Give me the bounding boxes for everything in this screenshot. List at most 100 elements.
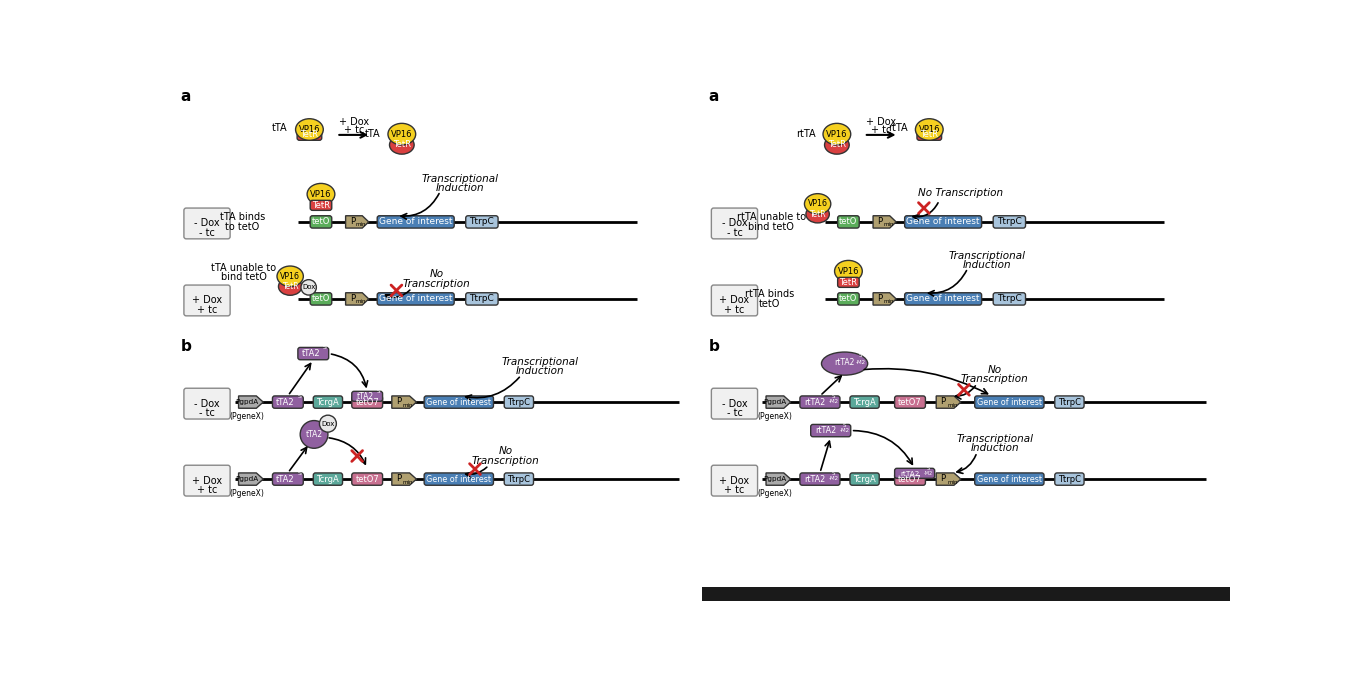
FancyBboxPatch shape — [466, 293, 499, 305]
Text: rtTA2: rtTA2 — [815, 426, 837, 435]
Text: tTA2: tTA2 — [301, 349, 321, 358]
Text: min: min — [884, 300, 893, 304]
Text: min: min — [947, 480, 958, 485]
Text: TtrpC: TtrpC — [997, 294, 1022, 303]
FancyBboxPatch shape — [1055, 396, 1084, 408]
FancyBboxPatch shape — [184, 388, 230, 419]
Text: No Transcription: No Transcription — [918, 188, 1003, 198]
Text: P: P — [349, 294, 355, 302]
Text: + Dox: + Dox — [719, 296, 749, 306]
Ellipse shape — [307, 184, 334, 205]
FancyBboxPatch shape — [297, 348, 329, 360]
Text: rtTA: rtTA — [888, 123, 908, 133]
Ellipse shape — [825, 136, 849, 154]
FancyBboxPatch shape — [273, 473, 303, 485]
FancyBboxPatch shape — [711, 208, 758, 239]
Text: VP16: VP16 — [390, 130, 412, 138]
FancyBboxPatch shape — [352, 473, 382, 485]
Text: Transcriptional: Transcriptional — [956, 434, 1033, 444]
Text: rtTA: rtTA — [796, 129, 815, 139]
FancyBboxPatch shape — [425, 473, 493, 485]
Ellipse shape — [915, 119, 943, 140]
Text: a: a — [708, 88, 719, 104]
Text: + tc: + tc — [197, 485, 218, 495]
Text: TetR: TetR — [300, 130, 318, 140]
FancyBboxPatch shape — [837, 216, 859, 228]
Text: a: a — [181, 88, 192, 104]
Text: P: P — [941, 397, 945, 406]
Text: PgpdA: PgpdA — [236, 476, 259, 482]
Text: P: P — [396, 474, 401, 483]
FancyBboxPatch shape — [184, 465, 230, 496]
Text: Transcriptional: Transcriptional — [421, 173, 499, 184]
Text: tetO: tetO — [759, 298, 781, 308]
Text: Gene of interest: Gene of interest — [907, 217, 980, 226]
Text: TtrpC: TtrpC — [470, 294, 495, 303]
FancyBboxPatch shape — [811, 425, 851, 437]
Text: tetO: tetO — [312, 217, 330, 226]
Text: S: S — [377, 389, 381, 394]
Polygon shape — [345, 293, 369, 305]
Text: rtTA binds: rtTA binds — [745, 290, 795, 299]
Text: S: S — [323, 345, 327, 350]
Text: TetR: TetR — [312, 201, 330, 210]
Text: TcrgA: TcrgA — [854, 398, 875, 406]
Text: Gene of interest: Gene of interest — [977, 475, 1041, 483]
FancyBboxPatch shape — [297, 130, 322, 140]
Ellipse shape — [822, 352, 867, 375]
Text: Dox: Dox — [321, 421, 334, 427]
Text: S: S — [927, 466, 930, 470]
Text: tTA2: tTA2 — [277, 475, 295, 483]
Text: S: S — [859, 354, 863, 358]
Text: Gene of interest: Gene of interest — [907, 294, 980, 303]
Text: + tc: + tc — [725, 485, 745, 495]
FancyBboxPatch shape — [974, 396, 1044, 408]
FancyBboxPatch shape — [974, 473, 1044, 485]
FancyBboxPatch shape — [273, 396, 303, 408]
Text: S: S — [297, 471, 301, 476]
Text: - Dox: - Dox — [195, 399, 219, 408]
Text: to tetO: to tetO — [225, 221, 259, 232]
Polygon shape — [936, 473, 960, 485]
Text: PgpdA: PgpdA — [763, 399, 786, 405]
Text: Dox: Dox — [301, 284, 315, 290]
Text: Induction: Induction — [963, 260, 1011, 270]
Text: - tc: - tc — [199, 227, 215, 238]
Text: S: S — [322, 424, 325, 429]
Ellipse shape — [804, 194, 830, 214]
Text: tTA: tTA — [364, 129, 381, 139]
Text: tTA unable to: tTA unable to — [211, 263, 277, 273]
Text: Transcription: Transcription — [960, 374, 1029, 384]
FancyBboxPatch shape — [711, 388, 758, 419]
Text: -M2: -M2 — [856, 360, 866, 365]
FancyBboxPatch shape — [895, 473, 925, 485]
Text: tetO: tetO — [840, 217, 858, 226]
Text: Gene of interest: Gene of interest — [426, 475, 492, 483]
FancyBboxPatch shape — [377, 293, 455, 305]
Text: TetR: TetR — [810, 210, 826, 219]
FancyBboxPatch shape — [310, 293, 332, 305]
FancyBboxPatch shape — [800, 396, 840, 408]
Text: - Dox: - Dox — [722, 399, 747, 408]
Text: TtrpC: TtrpC — [507, 398, 530, 406]
Text: - tc: - tc — [726, 227, 743, 238]
FancyBboxPatch shape — [993, 216, 1026, 228]
Text: TetR: TetR — [840, 278, 858, 288]
Text: rtTA2: rtTA2 — [804, 475, 826, 483]
FancyBboxPatch shape — [849, 396, 880, 408]
Ellipse shape — [388, 124, 415, 145]
Text: rtTA2: rtTA2 — [900, 470, 919, 477]
Text: rtTA2: rtTA2 — [804, 398, 826, 406]
FancyBboxPatch shape — [904, 216, 982, 228]
Text: tetO7: tetO7 — [355, 475, 379, 483]
FancyBboxPatch shape — [711, 285, 758, 316]
Polygon shape — [345, 216, 369, 228]
Polygon shape — [392, 396, 416, 408]
Text: P: P — [877, 294, 882, 302]
Text: tetO7: tetO7 — [899, 475, 922, 483]
Text: Gene of interest: Gene of interest — [426, 398, 492, 406]
FancyBboxPatch shape — [504, 473, 533, 485]
Text: PgpdA: PgpdA — [236, 399, 259, 405]
Text: b: b — [181, 339, 192, 354]
FancyBboxPatch shape — [895, 468, 934, 479]
